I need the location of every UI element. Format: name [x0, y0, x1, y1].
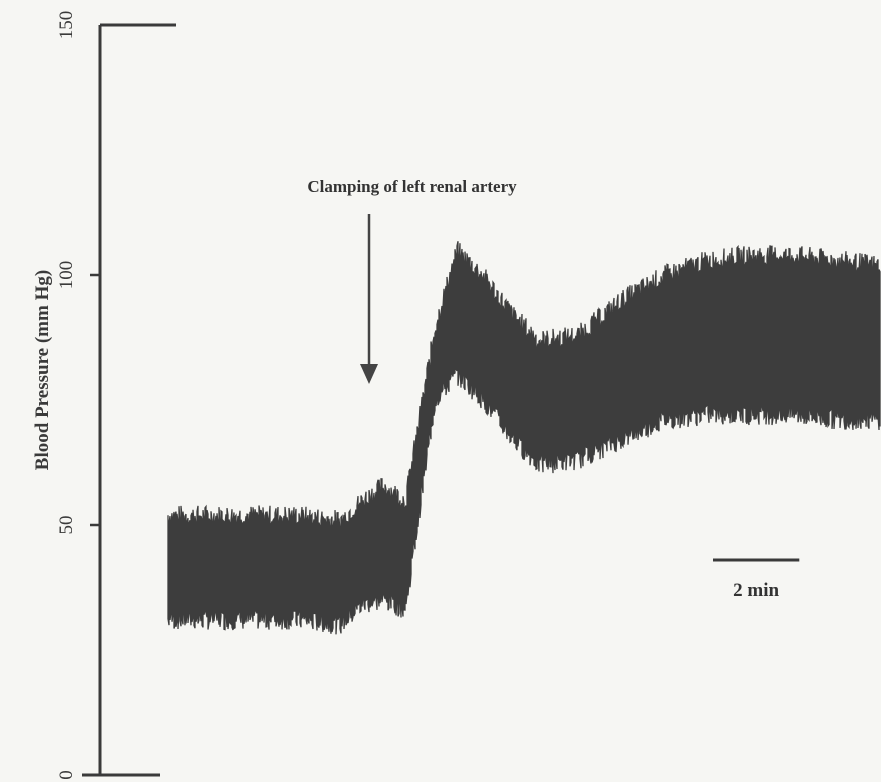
- pressure-trace: [167, 241, 881, 635]
- annotation-label: Clamping of left renal artery: [307, 177, 517, 196]
- y-tick-label-100: 100: [56, 261, 77, 290]
- y-tick-label-50: 50: [56, 516, 77, 535]
- annotation-arrowhead: [360, 364, 378, 384]
- y-tick-label-150: 150: [56, 11, 77, 40]
- scale-bar-label: 2 min: [733, 580, 779, 601]
- pressure-series-line: [167, 241, 881, 635]
- y-tick-label-0: 0: [56, 770, 77, 780]
- y-axis-title: Blood Pressure (mm Hg): [32, 270, 53, 470]
- scale-bar: 2 min: [713, 558, 800, 601]
- y-axis: 0 50 100 150: [56, 11, 176, 780]
- annotation: Clamping of left renal artery: [307, 177, 517, 384]
